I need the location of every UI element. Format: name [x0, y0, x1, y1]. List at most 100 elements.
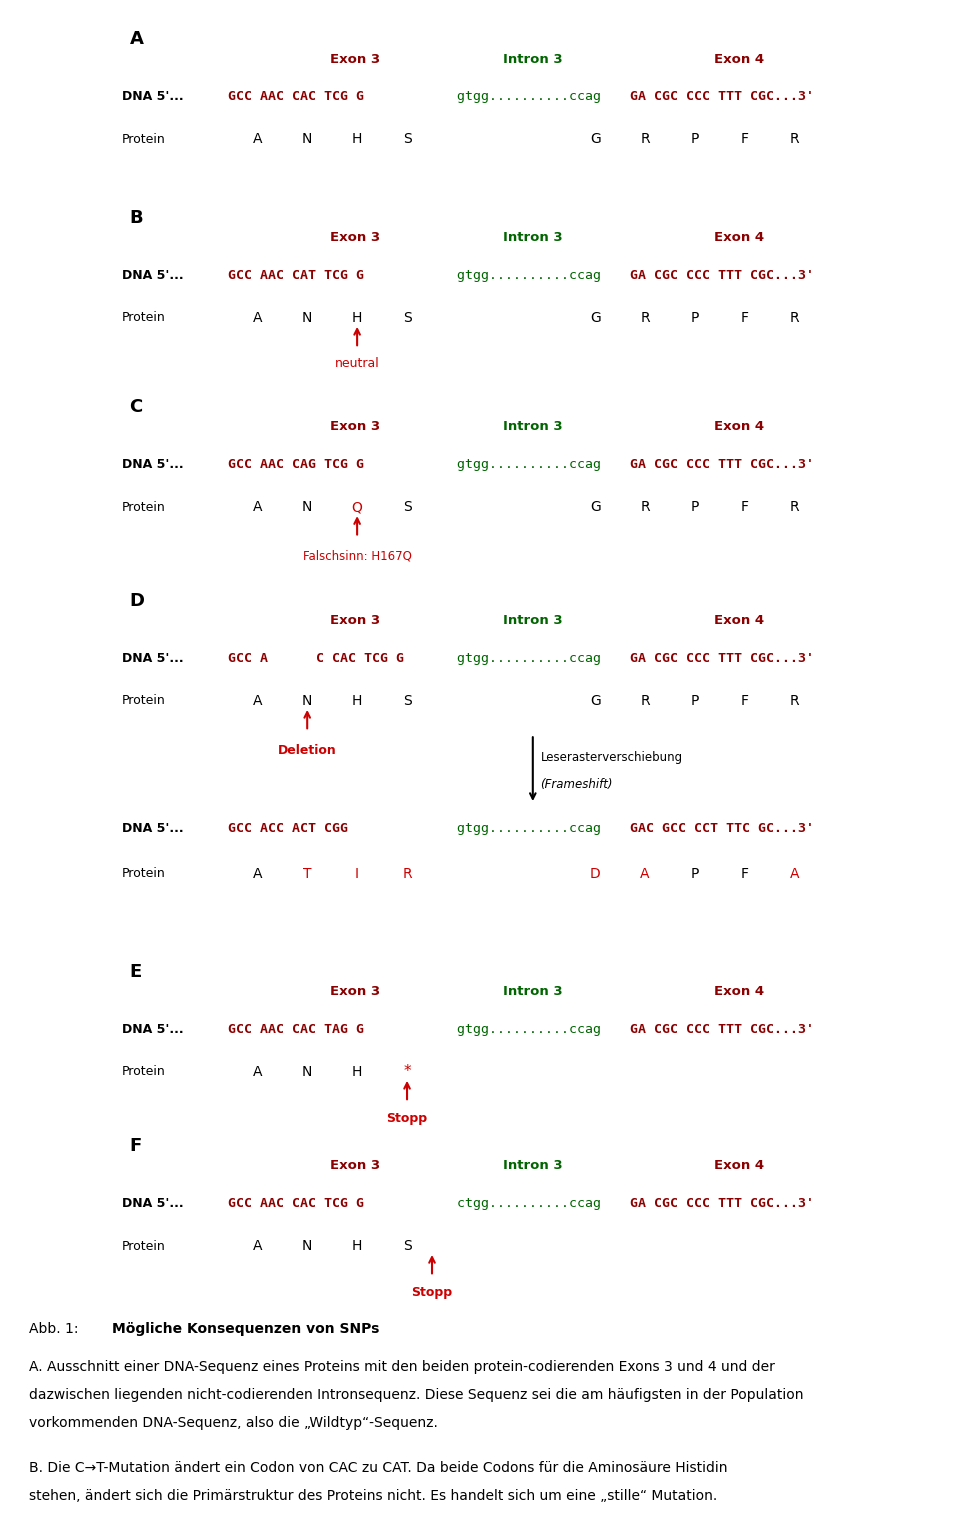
Text: R: R	[790, 310, 800, 326]
Text: GCC A: GCC A	[228, 653, 268, 665]
Text: Deletion: Deletion	[277, 745, 337, 757]
Text: I: I	[355, 866, 359, 881]
Text: GCC AAC CAC TAG G: GCC AAC CAC TAG G	[228, 1023, 364, 1036]
Text: A: A	[252, 132, 262, 147]
Text: Exon 4: Exon 4	[714, 53, 764, 65]
Text: DNA 5'...: DNA 5'...	[122, 1023, 183, 1036]
Text: D: D	[130, 592, 145, 610]
Text: P: P	[691, 500, 699, 515]
Text: Protein: Protein	[122, 133, 166, 145]
Text: P: P	[691, 693, 699, 709]
Text: Intron 3: Intron 3	[503, 232, 563, 244]
Text: H: H	[352, 693, 362, 709]
Text: N: N	[302, 1238, 312, 1254]
Text: gtgg..........ccag: gtgg..........ccag	[449, 822, 601, 834]
Text: GA CGC CCC TTT CGC...3': GA CGC CCC TTT CGC...3'	[622, 1198, 814, 1210]
Text: N: N	[302, 310, 312, 326]
Text: Protein: Protein	[122, 1240, 166, 1252]
Text: Exon 3: Exon 3	[330, 421, 380, 433]
Text: Protein: Protein	[122, 1066, 166, 1078]
Text: GCC AAC CAC TCG G: GCC AAC CAC TCG G	[228, 1198, 364, 1210]
Text: GAC GCC CCT TTC GC...3': GAC GCC CCT TTC GC...3'	[622, 822, 814, 834]
Text: gtgg..........ccag: gtgg..........ccag	[449, 653, 601, 665]
Text: R: R	[402, 866, 412, 881]
Text: GCC ACC ACT CGG: GCC ACC ACT CGG	[228, 822, 348, 834]
Text: Stopp: Stopp	[412, 1287, 452, 1299]
Text: G: G	[589, 310, 601, 326]
Text: F: F	[741, 693, 749, 709]
Text: S: S	[402, 1238, 412, 1254]
Text: H: H	[352, 1064, 362, 1079]
Text: Exon 3: Exon 3	[330, 53, 380, 65]
Text: vorkommenden DNA-Sequenz, also die „Wildtyp“-Sequenz.: vorkommenden DNA-Sequenz, also die „Wild…	[29, 1416, 438, 1431]
Text: GCC AAC CAT TCG G: GCC AAC CAT TCG G	[228, 269, 364, 282]
Text: N: N	[302, 500, 312, 515]
Text: B. Die C→T-Mutation ändert ein Codon von CAC zu CAT. Da beide Codons für die Ami: B. Die C→T-Mutation ändert ein Codon von…	[29, 1461, 728, 1475]
Text: S: S	[402, 693, 412, 709]
Text: DNA 5'...: DNA 5'...	[122, 822, 183, 834]
Text: R: R	[640, 693, 650, 709]
Text: GCC AAC CAC TCG G: GCC AAC CAC TCG G	[228, 91, 364, 103]
Text: A: A	[640, 866, 650, 881]
Text: S: S	[402, 310, 412, 326]
Text: GA CGC CCC TTT CGC...3': GA CGC CCC TTT CGC...3'	[622, 459, 814, 471]
Text: DNA 5'...: DNA 5'...	[122, 653, 183, 665]
Text: F: F	[741, 866, 749, 881]
Text: DNA 5'...: DNA 5'...	[122, 1198, 183, 1210]
Text: A. Ausschnitt einer DNA-Sequenz eines Proteins mit den beiden protein-codierende: A. Ausschnitt einer DNA-Sequenz eines Pr…	[29, 1360, 775, 1375]
Text: Exon 3: Exon 3	[330, 232, 380, 244]
Text: A: A	[252, 693, 262, 709]
Text: C CAC TCG G: C CAC TCG G	[316, 653, 404, 665]
Text: DNA 5'...: DNA 5'...	[122, 269, 183, 282]
Text: R: R	[790, 693, 800, 709]
Text: Protein: Protein	[122, 312, 166, 324]
Text: gtgg..........ccag: gtgg..........ccag	[449, 269, 601, 282]
Text: A: A	[252, 866, 262, 881]
Text: GA CGC CCC TTT CGC...3': GA CGC CCC TTT CGC...3'	[622, 653, 814, 665]
Text: Intron 3: Intron 3	[503, 1160, 563, 1172]
Text: R: R	[790, 132, 800, 147]
Text: F: F	[741, 132, 749, 147]
Text: ctgg..........ccag: ctgg..........ccag	[449, 1198, 601, 1210]
Text: T: T	[303, 866, 311, 881]
Text: Protein: Protein	[122, 695, 166, 707]
Text: Mögliche Konsequenzen von SNPs: Mögliche Konsequenzen von SNPs	[112, 1322, 380, 1337]
Text: Stopp: Stopp	[387, 1113, 427, 1125]
Text: Protein: Protein	[122, 868, 166, 880]
Text: N: N	[302, 1064, 312, 1079]
Text: R: R	[640, 132, 650, 147]
Text: Falschsinn: H167Q: Falschsinn: H167Q	[302, 550, 412, 562]
Text: Protein: Protein	[122, 501, 166, 513]
Text: S: S	[402, 500, 412, 515]
Text: H: H	[352, 132, 362, 147]
Text: R: R	[790, 500, 800, 515]
Text: P: P	[691, 310, 699, 326]
Text: P: P	[691, 132, 699, 147]
Text: E: E	[130, 963, 142, 981]
Text: Exon 4: Exon 4	[714, 986, 764, 998]
Text: A: A	[252, 500, 262, 515]
Text: A: A	[130, 30, 143, 48]
Text: F: F	[130, 1137, 142, 1155]
Text: *: *	[403, 1064, 411, 1079]
Text: Exon 4: Exon 4	[714, 1160, 764, 1172]
Text: G: G	[589, 500, 601, 515]
Text: A: A	[790, 866, 800, 881]
Text: D: D	[589, 866, 601, 881]
Text: Intron 3: Intron 3	[503, 421, 563, 433]
Text: gtgg..........ccag: gtgg..........ccag	[449, 459, 601, 471]
Text: A: A	[252, 1064, 262, 1079]
Text: R: R	[640, 500, 650, 515]
Text: GA CGC CCC TTT CGC...3': GA CGC CCC TTT CGC...3'	[622, 91, 814, 103]
Text: gtgg..........ccag: gtgg..........ccag	[449, 91, 601, 103]
Text: stehen, ändert sich die Primärstruktur des Proteins nicht. Es handelt sich um ei: stehen, ändert sich die Primärstruktur d…	[29, 1488, 717, 1503]
Text: G: G	[589, 132, 601, 147]
Text: DNA 5'...: DNA 5'...	[122, 91, 183, 103]
Text: (Frameshift): (Frameshift)	[540, 778, 613, 790]
Text: N: N	[302, 693, 312, 709]
Text: dazwischen liegenden nicht-codierenden Intronsequenz. Diese Sequenz sei die am h: dazwischen liegenden nicht-codierenden I…	[29, 1388, 804, 1402]
Text: Q: Q	[351, 500, 363, 515]
Text: gtgg..........ccag: gtgg..........ccag	[449, 1023, 601, 1036]
Text: P: P	[691, 866, 699, 881]
Text: B: B	[130, 209, 143, 227]
